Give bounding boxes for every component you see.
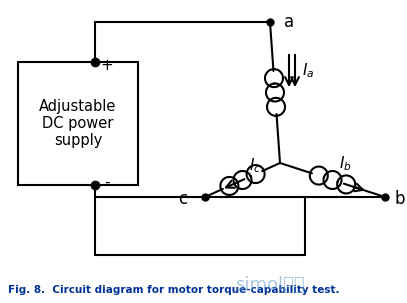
Text: b: b xyxy=(395,190,405,208)
Text: $I_a$: $I_a$ xyxy=(302,62,314,80)
Text: +: + xyxy=(101,58,114,72)
Text: $I_b$: $I_b$ xyxy=(339,154,351,173)
Text: $I_c$: $I_c$ xyxy=(249,157,261,175)
Text: a: a xyxy=(284,13,294,31)
Text: Adjustable
DC power
supply: Adjustable DC power supply xyxy=(39,98,117,148)
Text: simol西莫: simol西莫 xyxy=(235,276,305,294)
Text: -: - xyxy=(104,175,110,189)
Text: Fig. 8.  Circuit diagram for motor torque-capability test.: Fig. 8. Circuit diagram for motor torque… xyxy=(8,285,339,295)
Bar xyxy=(18,62,138,185)
Text: c: c xyxy=(178,190,187,208)
